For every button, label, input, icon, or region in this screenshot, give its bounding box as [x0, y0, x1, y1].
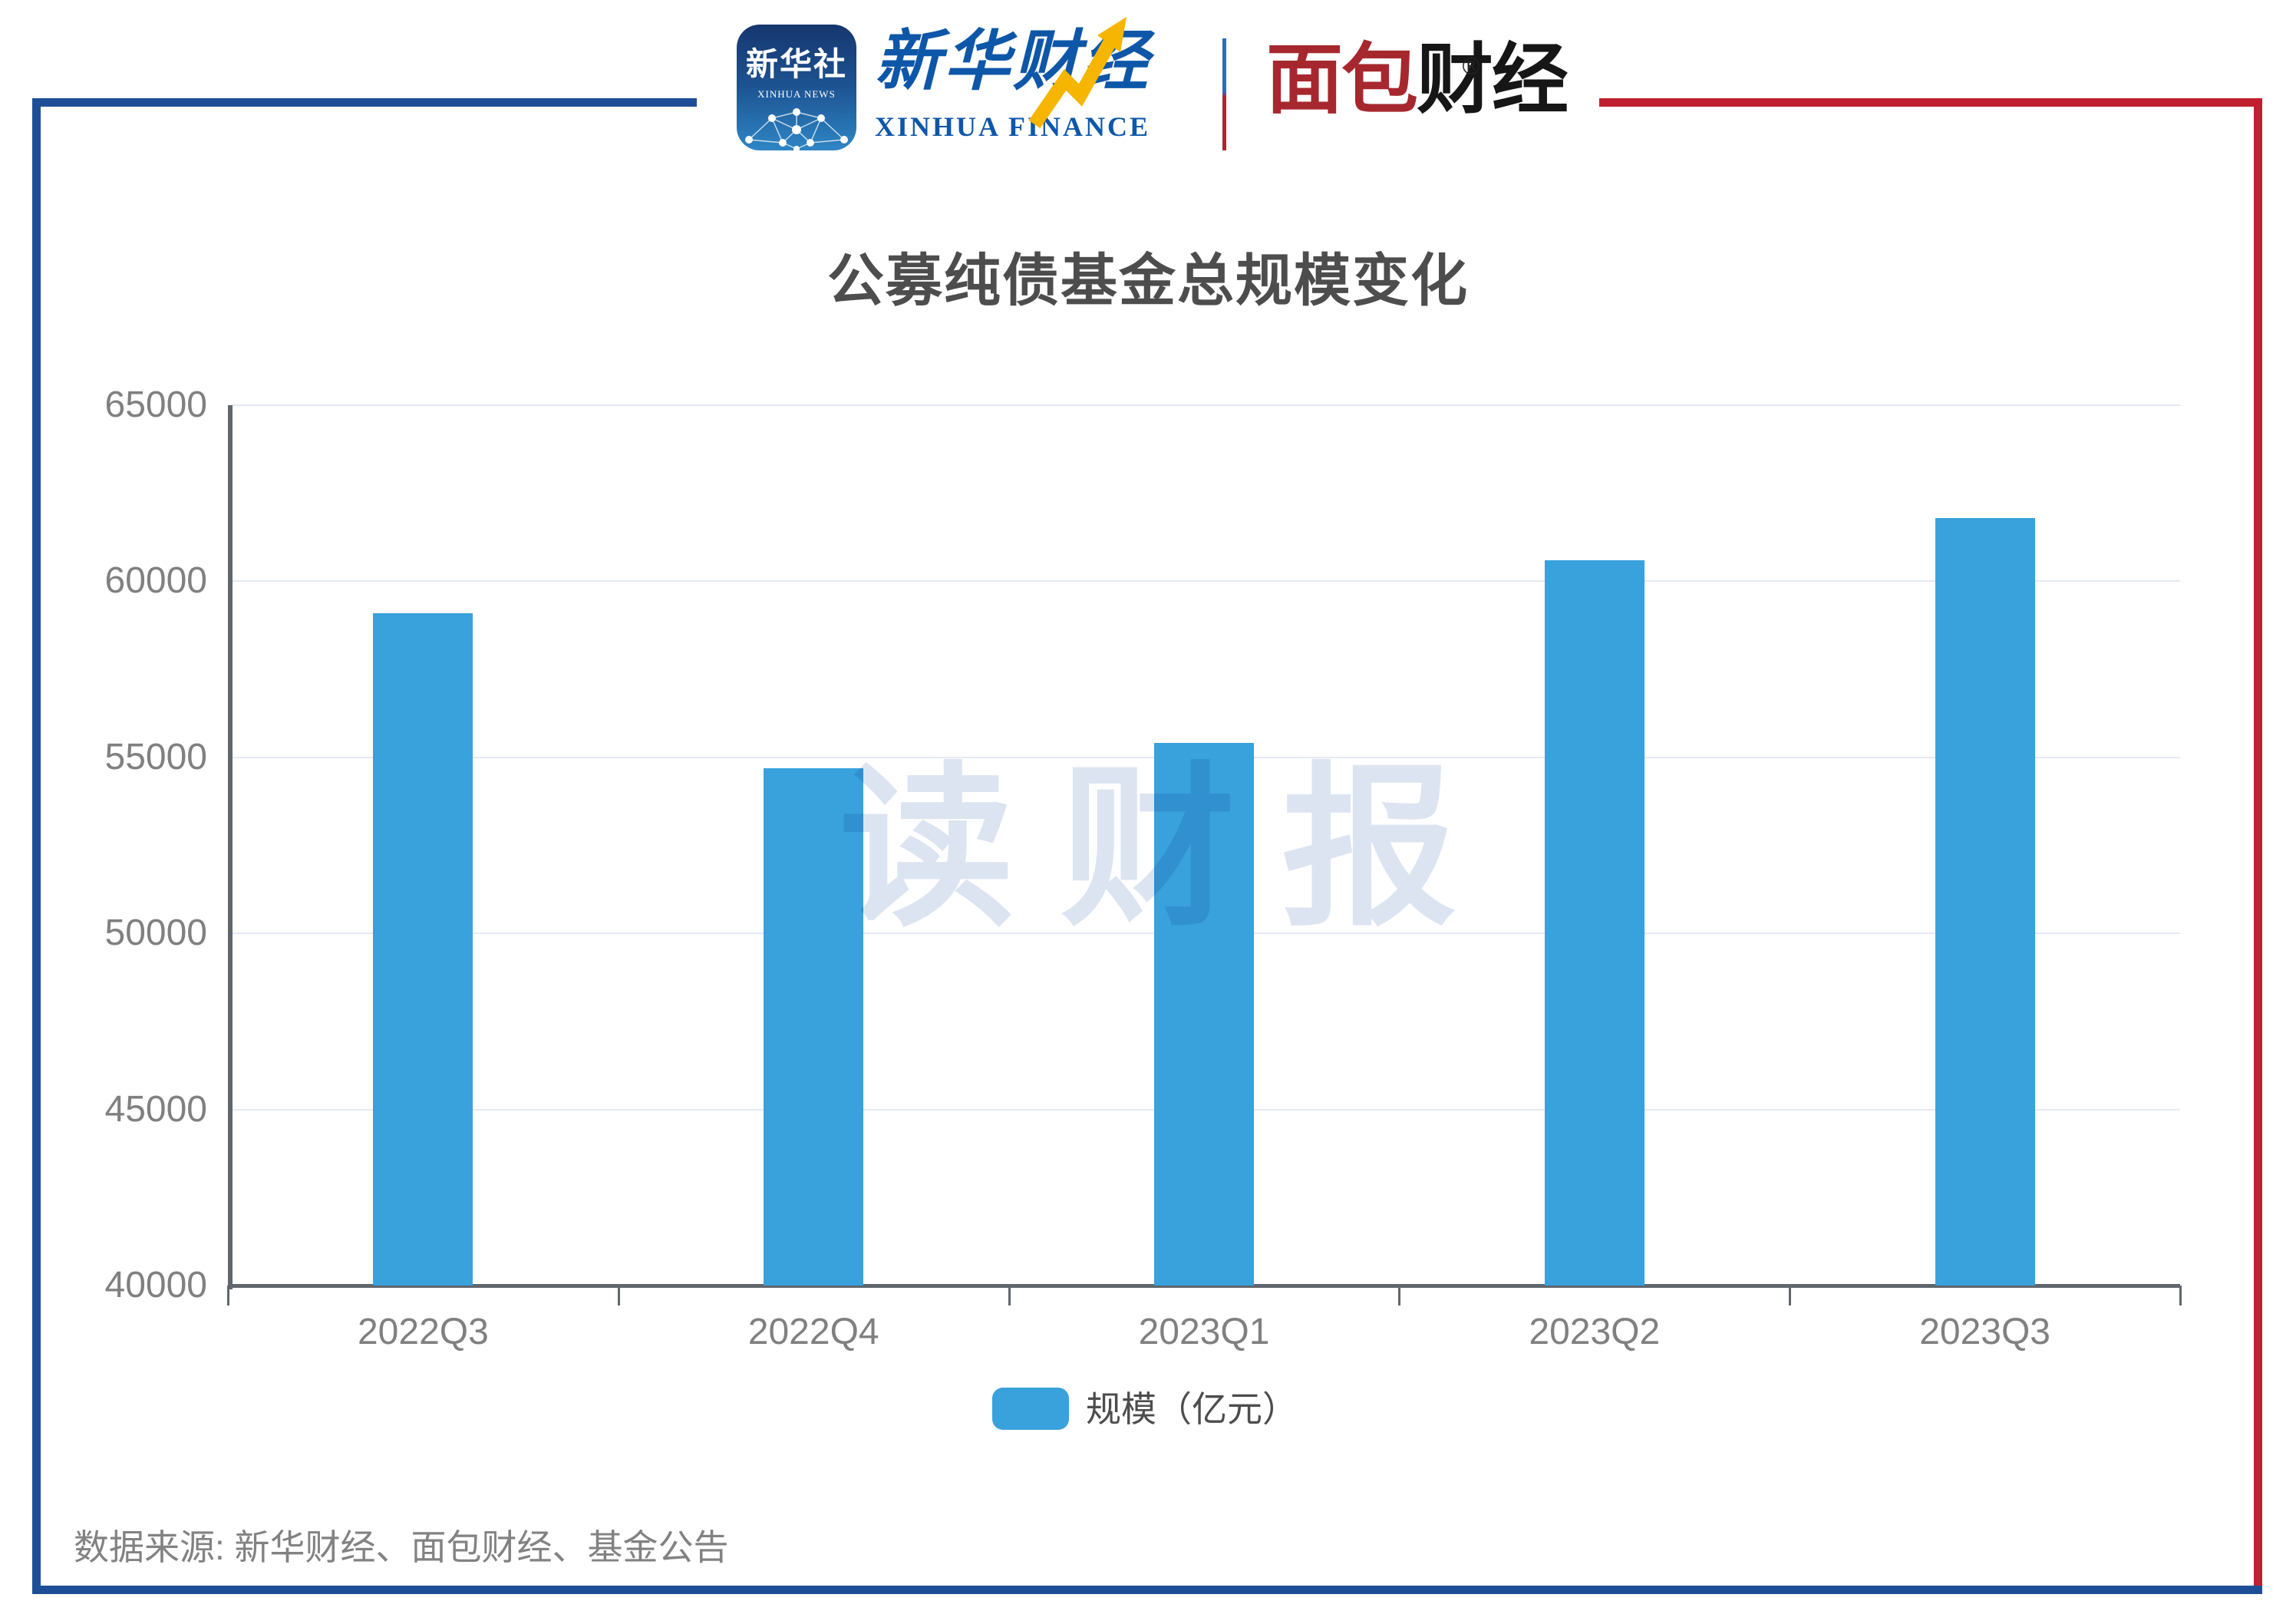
x-axis-tick-label: 2022Q3 — [357, 1312, 489, 1352]
bar-2022Q4 — [764, 767, 864, 1286]
frame-left-border — [32, 98, 41, 1594]
bar-2023Q1 — [1154, 743, 1254, 1286]
x-axis-tick-label: 2023Q1 — [1138, 1312, 1270, 1352]
frame-top-left-border — [32, 98, 697, 107]
bar-2023Q2 — [1544, 559, 1644, 1286]
x-axis-tick — [1008, 1286, 1011, 1305]
chart-title: 公募纯债基金总规模变化 — [827, 249, 1469, 312]
x-axis-tick — [2179, 1286, 2182, 1305]
bar-2023Q3 — [1935, 517, 2035, 1286]
bar-2022Q3 — [373, 612, 473, 1286]
y-axis-tick-label: 60000 — [104, 560, 207, 602]
x-axis-tick — [617, 1286, 620, 1305]
rising-arrow-icon — [1028, 17, 1127, 129]
y-axis-tick-label: 65000 — [104, 385, 207, 425]
frame-bottom-border — [32, 1586, 2262, 1594]
legend-swatch — [992, 1388, 1069, 1430]
x-axis-tick-label: 2023Q3 — [1919, 1312, 2050, 1352]
x-axis-tick-label: 2023Q2 — [1529, 1312, 1661, 1352]
y-axis-line — [228, 405, 233, 1289]
bread-finance-logo: 面包财经 ® — [1266, 34, 1569, 126]
constellation-graphic — [745, 108, 848, 150]
logo-divider — [1222, 38, 1226, 150]
xinhua-news-logo-en: XINHUA NEWS — [757, 88, 836, 100]
x-axis-line — [228, 1284, 2180, 1288]
x-axis-tick — [1789, 1286, 1792, 1305]
y-axis-tick-label: 50000 — [104, 913, 207, 954]
x-axis-tick-label: 2022Q4 — [747, 1312, 879, 1352]
xinhua-finance-logo: 新华财经 XINHUA FINANCE — [875, 15, 1182, 143]
gridline — [228, 580, 2180, 583]
bread-finance-logo-black: 财经 — [1417, 35, 1569, 124]
y-axis-tick-label: 40000 — [104, 1265, 207, 1305]
y-axis-tick-label: 55000 — [104, 736, 207, 777]
xinhua-news-logo-cn: 新华社 — [745, 48, 847, 83]
frame-right-border — [2254, 98, 2262, 1594]
bread-finance-logo-red: 面包 — [1266, 35, 1418, 124]
y-axis-tick-label: 45000 — [104, 1088, 207, 1130]
xinhua-news-logo-icon: 新华社 XINHUA NEWS — [737, 25, 856, 150]
registered-trademark-icon: ® — [1460, 54, 1483, 81]
data-source-note: 数据来源: 新华财经、面包财经、基金公告 — [74, 1527, 729, 1567]
x-axis-tick — [227, 1286, 229, 1305]
x-axis-tick — [1398, 1286, 1401, 1305]
xinhua-finance-logo-en: XINHUA FINANCE — [875, 111, 1151, 142]
gridline — [228, 404, 2180, 406]
frame-top-right-border — [1599, 98, 2262, 107]
legend-label: 规模（亿元） — [1086, 1389, 1298, 1429]
